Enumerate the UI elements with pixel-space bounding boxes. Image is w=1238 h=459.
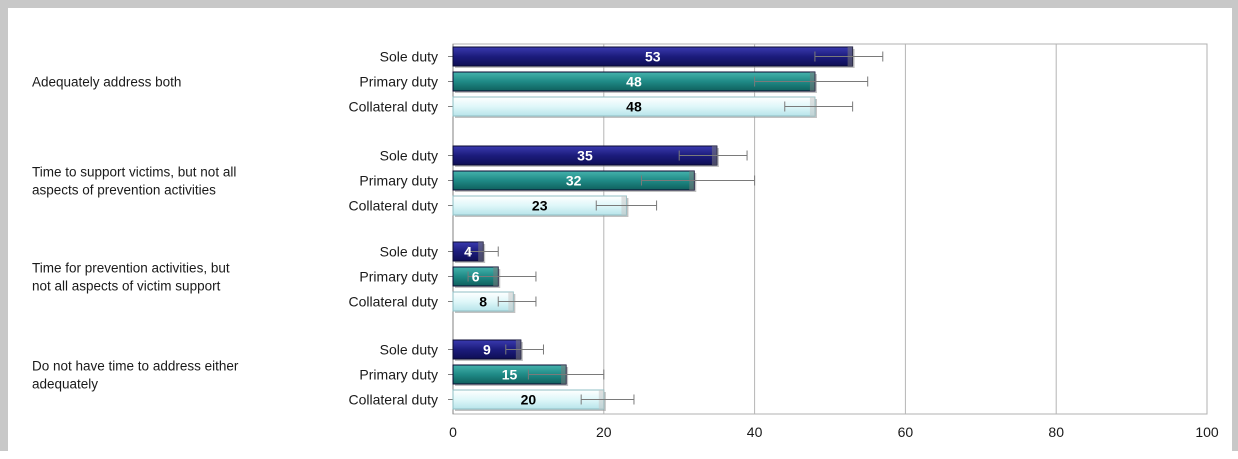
bar-category-label: Collateral duty bbox=[349, 99, 439, 115]
bar-category-label: Sole duty bbox=[380, 148, 438, 164]
data-label: 48 bbox=[626, 99, 642, 115]
bar-category-label: Collateral duty bbox=[349, 392, 439, 408]
x-tick-label: 60 bbox=[898, 424, 914, 440]
x-tick-label: 20 bbox=[596, 424, 612, 440]
group-label: Adequately address both bbox=[32, 75, 181, 90]
x-tick-label: 0 bbox=[449, 424, 457, 440]
group-label: aspects of prevention activities bbox=[32, 183, 216, 198]
data-label: 32 bbox=[566, 173, 582, 189]
x-tick-label: 80 bbox=[1048, 424, 1064, 440]
bar-category-label: Primary duty bbox=[359, 269, 438, 285]
data-label: 53 bbox=[645, 49, 661, 65]
group-label: not all aspects of victim support bbox=[32, 279, 221, 294]
data-label: 35 bbox=[577, 148, 593, 164]
bar-category-label: Collateral duty bbox=[349, 198, 439, 214]
data-label: 9 bbox=[483, 342, 491, 358]
data-label: 20 bbox=[521, 392, 537, 408]
group-label: Do not have time to address either bbox=[32, 359, 239, 374]
x-tick-label: 100 bbox=[1195, 424, 1219, 440]
data-label: 23 bbox=[532, 198, 548, 214]
data-label: 8 bbox=[479, 294, 487, 310]
group-label: Time for prevention activities, but bbox=[32, 261, 230, 276]
data-label: 4 bbox=[464, 244, 472, 260]
data-label: 48 bbox=[626, 74, 642, 90]
bar-chart: 0 20 40 60 80 100 Adequately address both Sole … bbox=[32, 43, 1219, 440]
data-label: 15 bbox=[502, 367, 518, 383]
bar-category-label: Collateral duty bbox=[349, 294, 439, 310]
group-label: Time to support victims, but not all bbox=[32, 165, 236, 180]
group-label: adequately bbox=[32, 377, 98, 392]
bar-category-label: Primary duty bbox=[359, 367, 438, 383]
bar-category-label: Sole duty bbox=[380, 342, 438, 358]
bar-category-label: Sole duty bbox=[380, 49, 438, 65]
data-label: 6 bbox=[472, 269, 480, 285]
bar-category-label: Primary duty bbox=[359, 173, 438, 189]
bar-category-label: Primary duty bbox=[359, 74, 438, 90]
bar-category-label: Sole duty bbox=[380, 244, 438, 260]
x-tick-label: 40 bbox=[747, 424, 763, 440]
